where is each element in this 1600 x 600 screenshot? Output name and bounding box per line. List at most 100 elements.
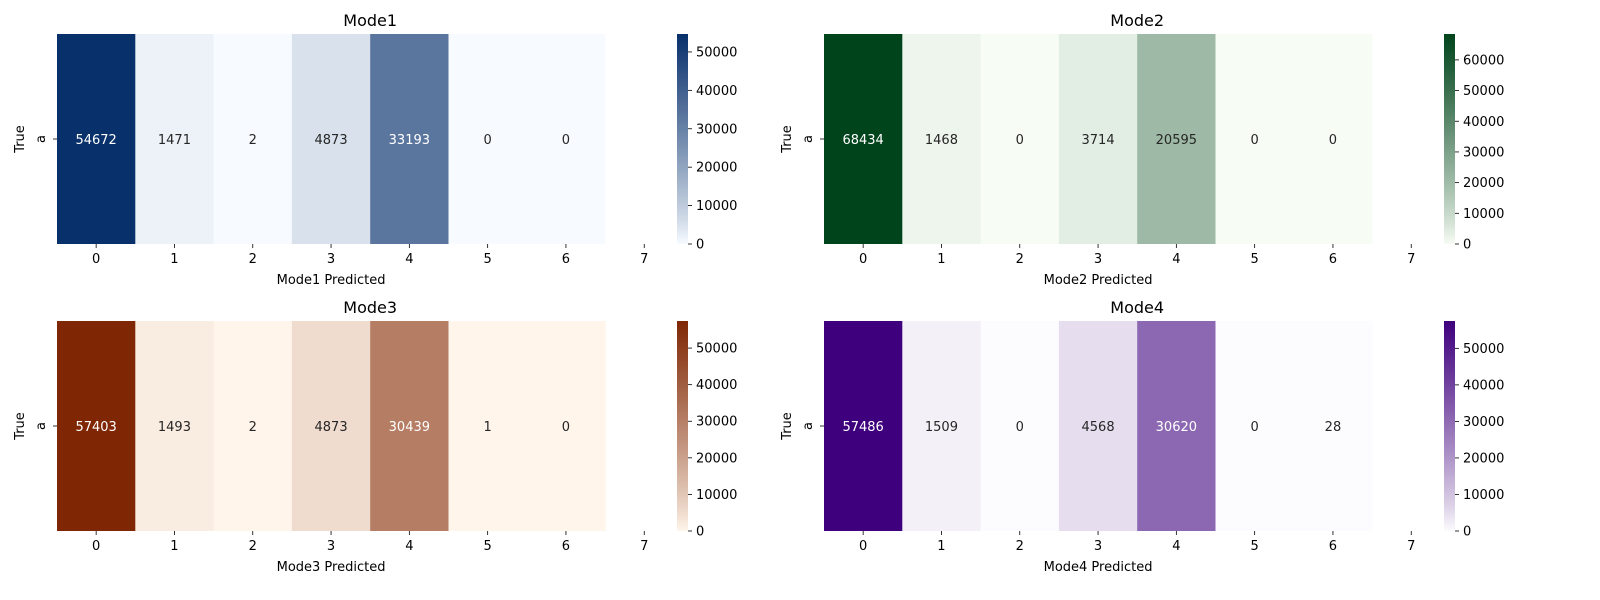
x-axis-label: Mode1 Predicted — [277, 273, 386, 288]
cell-value-label: 0 — [1329, 133, 1337, 148]
cell-value-label: 1493 — [158, 420, 191, 435]
x-axis-label: Mode3 Predicted — [277, 560, 386, 575]
cell-value-label: 57486 — [842, 420, 883, 435]
colorbar — [1444, 34, 1455, 244]
x-tick-label: 0 — [859, 539, 867, 554]
heatmap-panel-3: Mode3 57403 1493 2 4873 30439 1 0 0 1 2 3 4 5 6 7 Mode3 … — [13, 298, 737, 575]
colorbar-tick-label: 10000 — [1463, 207, 1504, 222]
cell-value-label: 0 — [1251, 420, 1259, 435]
colorbar-tick-label: 20000 — [1463, 451, 1504, 466]
chart-title: Mode2 — [1110, 11, 1164, 30]
chart-title: Mode3 — [343, 298, 397, 317]
colorbar-tick-label: 30000 — [1463, 145, 1504, 160]
x-tick-label: 0 — [859, 252, 867, 267]
y-tick-label: a — [34, 135, 49, 143]
y-tick-label: a — [801, 135, 816, 143]
x-tick-label: 3 — [1094, 539, 1102, 554]
x-tick-label: 6 — [1329, 252, 1337, 267]
x-tick-label: 6 — [562, 252, 570, 267]
x-tick-label: 7 — [640, 252, 648, 267]
x-tick-label: 5 — [484, 539, 492, 554]
x-tick-label: 2 — [1016, 539, 1024, 554]
x-tick-label: 3 — [327, 252, 335, 267]
heatmap-cell — [824, 34, 903, 244]
cell-value-label: 1471 — [158, 133, 191, 148]
heatmap-cell — [370, 34, 449, 244]
x-tick-label: 0 — [92, 252, 100, 267]
y-axis-label: True — [13, 125, 28, 154]
x-tick-label: 4 — [405, 252, 413, 267]
x-tick-label: 5 — [1251, 252, 1259, 267]
colorbar-tick-label: 0 — [696, 525, 704, 540]
colorbar — [677, 321, 688, 531]
cell-value-label: 1509 — [925, 420, 958, 435]
heatmap-cell — [1058, 321, 1138, 531]
colorbar-tick-label: 50000 — [696, 45, 737, 60]
x-tick-label: 0 — [92, 539, 100, 554]
x-tick-label: 6 — [562, 539, 570, 554]
cell-value-label: 33193 — [389, 133, 430, 148]
heatmap-cell — [57, 321, 136, 531]
x-axis-label: Mode2 Predicted — [1044, 273, 1153, 288]
x-tick-label: 7 — [640, 539, 648, 554]
x-tick-label: 7 — [1407, 539, 1415, 554]
heatmap-panel-1: Mode1 54672 1471 2 4873 33193 0 0 0 1 2 3 4 5 6 7 Mode1 … — [13, 11, 737, 288]
colorbar-tick-label: 20000 — [1463, 176, 1504, 191]
cell-value-label: 0 — [484, 133, 492, 148]
heatmap-cell — [1215, 34, 1295, 244]
colorbar-tick-label: 40000 — [1463, 378, 1504, 393]
chart-title: Mode4 — [1110, 298, 1164, 317]
x-tick-label: 5 — [484, 252, 492, 267]
cell-value-label: 1 — [484, 420, 492, 435]
y-axis-label: True — [780, 125, 795, 154]
cell-value-label: 30620 — [1156, 420, 1197, 435]
heatmap-cell — [291, 34, 371, 244]
cell-value-label: 0 — [1016, 133, 1024, 148]
x-tick-label: 3 — [1094, 252, 1102, 267]
heatmap-cell — [291, 321, 371, 531]
colorbar-tick-label: 40000 — [1463, 115, 1504, 130]
colorbar-tick-label: 20000 — [696, 451, 737, 466]
heatmap-panel-4: Mode4 57486 1509 0 4568 30620 0 28 0 1 2 3 4 5 6 7 Mode4… — [780, 298, 1504, 575]
heatmap-cell — [213, 321, 293, 531]
cell-value-label: 68434 — [842, 133, 883, 148]
heatmap-cell — [1215, 321, 1295, 531]
x-tick-label: 7 — [1407, 252, 1415, 267]
cell-value-label: 0 — [1016, 420, 1024, 435]
heatmap-cell — [1137, 34, 1216, 244]
heatmap-cell — [1293, 34, 1373, 244]
x-tick-label: 2 — [1016, 252, 1024, 267]
colorbar-tick-label: 10000 — [696, 488, 737, 503]
colorbar-tick-label: 0 — [1463, 238, 1471, 253]
heatmap-cell — [526, 34, 606, 244]
x-tick-label: 5 — [1251, 539, 1259, 554]
colorbar-tick-label: 0 — [1463, 525, 1471, 540]
cell-value-label: 0 — [562, 133, 570, 148]
x-tick-label: 2 — [249, 252, 257, 267]
heatmap-cell — [448, 34, 528, 244]
heatmap-cell — [980, 321, 1060, 531]
cell-value-label: 4873 — [315, 133, 348, 148]
colorbar-tick-label: 0 — [696, 238, 704, 253]
heatmap-cell — [1137, 321, 1216, 531]
cell-value-label: 2 — [249, 133, 257, 148]
colorbar-tick-label: 60000 — [1463, 53, 1504, 68]
colorbar — [1444, 321, 1455, 531]
cell-value-label: 4873 — [315, 420, 348, 435]
x-tick-label: 1 — [170, 252, 178, 267]
cell-value-label: 3714 — [1082, 133, 1115, 148]
cell-value-label: 20595 — [1156, 133, 1197, 148]
cell-value-label: 28 — [1325, 420, 1342, 435]
colorbar-tick-label: 30000 — [1463, 415, 1504, 430]
y-axis-label: True — [780, 412, 795, 441]
cell-value-label: 57403 — [75, 420, 116, 435]
y-tick-label: a — [801, 422, 816, 430]
heatmap-cell — [135, 321, 215, 531]
heatmap-cell — [1058, 34, 1138, 244]
x-axis-label: Mode4 Predicted — [1044, 560, 1153, 575]
heatmap-cell — [448, 321, 528, 531]
colorbar — [677, 34, 688, 244]
heatmap-cell — [902, 34, 982, 244]
colorbar-tick-label: 30000 — [696, 415, 737, 430]
